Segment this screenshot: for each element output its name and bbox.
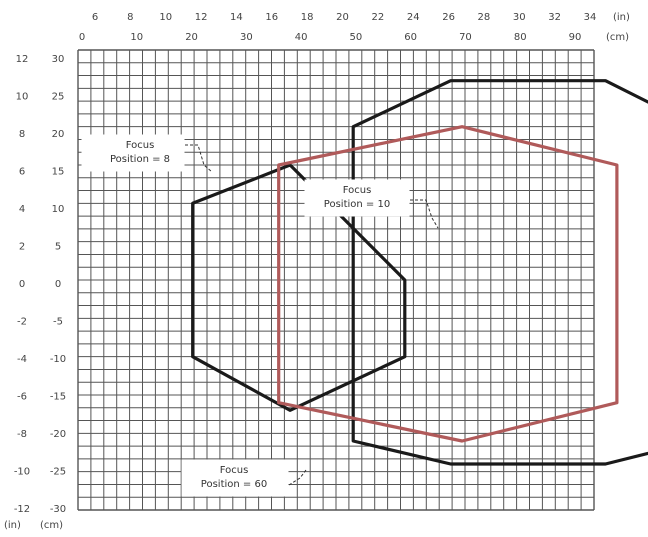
y-tick-inch: 0	[19, 279, 25, 290]
x-tick-inch: 20	[336, 12, 349, 23]
y-axis-cm-unit: (cm)	[40, 520, 63, 531]
x-tick-inch: 14	[230, 12, 243, 23]
x-tick-cm: 50	[350, 32, 363, 43]
y-tick-inch: -12	[14, 504, 30, 515]
y-tick-cm: 5	[55, 242, 61, 253]
focus-outline-1	[351, 79, 648, 466]
y-tick-inch: 4	[19, 204, 25, 215]
annotation-focus-60: Focus Position = 60	[181, 459, 307, 497]
x-tick-inch: 8	[127, 12, 133, 23]
plot-grid	[77, 49, 595, 511]
focus-outline-2	[277, 125, 619, 443]
annotation-focus-8-line2: Position = 8	[110, 154, 170, 165]
x-axis-cm-unit: (cm)	[606, 32, 629, 43]
y-tick-cm: 30	[52, 54, 65, 65]
x-tick-cm: 60	[404, 32, 417, 43]
y-tick-cm: -5	[53, 317, 63, 328]
annotation-focus-10: Focus Position = 10	[304, 179, 439, 229]
x-tick-cm: 10	[130, 32, 143, 43]
annotation-focus-10-line2: Position = 10	[324, 199, 390, 210]
x-tick-cm: 90	[569, 32, 582, 43]
y-tick-inch: -8	[17, 429, 27, 440]
x-axis-inch-unit: (in)	[613, 12, 630, 23]
x-tick-inch: 26	[442, 12, 455, 23]
focus-outlines	[191, 79, 648, 466]
x-tick-inch: 30	[513, 12, 526, 23]
y-tick-cm: 0	[55, 279, 61, 290]
annotation-focus-8-leader	[185, 144, 213, 173]
y-tick-cm: -30	[50, 504, 66, 515]
x-axis-cm-ticks: 0 10 20 30 40 50 60 70 80 90	[79, 32, 582, 43]
y-tick-inch: -6	[17, 392, 27, 403]
annotation-focus-8: Focus Position = 8	[81, 134, 213, 173]
y-tick-inch: -10	[14, 467, 30, 478]
y-axis-inch-unit: (in)	[4, 520, 21, 531]
x-tick-inch: 12	[195, 12, 208, 23]
y-tick-cm: 10	[52, 204, 65, 215]
y-tick-cm: -25	[50, 467, 66, 478]
x-tick-inch: 28	[478, 12, 491, 23]
annotation-focus-60-line2: Position = 60	[201, 479, 267, 490]
x-tick-inch: 6	[92, 12, 98, 23]
y-tick-cm: 15	[52, 167, 65, 178]
y-axis-inch-ticks: 12 10 8 6 4 2 0 -2 -4 -6 -8 -10 -12	[14, 54, 30, 515]
y-tick-inch: 12	[16, 54, 29, 65]
y-tick-inch: -4	[17, 354, 27, 365]
x-tick-inch: 22	[371, 12, 384, 23]
x-tick-inch: 34	[584, 12, 597, 23]
x-tick-cm: 20	[185, 32, 198, 43]
x-tick-cm: 0	[79, 32, 85, 43]
y-tick-cm: -20	[50, 429, 66, 440]
x-tick-cm: 40	[295, 32, 308, 43]
y-tick-cm: -15	[50, 392, 66, 403]
y-tick-cm: -10	[50, 354, 66, 365]
annotation-focus-60-line1: Focus	[220, 465, 249, 476]
x-tick-cm: 30	[240, 32, 253, 43]
x-axis-inch-ticks: 6 8 10 12 14 16 18 20 22 24 26 28 30 32 34	[92, 12, 597, 23]
x-tick-cm: 70	[459, 32, 472, 43]
y-tick-inch: 2	[19, 242, 25, 253]
y-tick-inch: 10	[16, 92, 29, 103]
x-tick-inch: 18	[301, 12, 314, 23]
annotation-focus-10-leader	[410, 199, 439, 229]
y-tick-inch: 6	[19, 167, 25, 178]
y-tick-inch: 8	[19, 129, 25, 140]
annotation-focus-8-line1: Focus	[126, 140, 155, 151]
annotation-focus-10-line1: Focus	[343, 185, 372, 196]
y-axis-cm-ticks: 30 25 20 15 10 5 0 -5 -10 -15 -20 -25 -30	[50, 54, 66, 515]
x-tick-inch: 24	[407, 12, 420, 23]
y-tick-cm: 25	[52, 92, 65, 103]
y-tick-inch: -2	[17, 317, 27, 328]
x-tick-inch: 32	[548, 12, 561, 23]
x-tick-inch: 16	[265, 12, 278, 23]
y-tick-cm: 20	[52, 129, 65, 140]
x-tick-inch: 10	[159, 12, 172, 23]
x-tick-cm: 80	[514, 32, 527, 43]
